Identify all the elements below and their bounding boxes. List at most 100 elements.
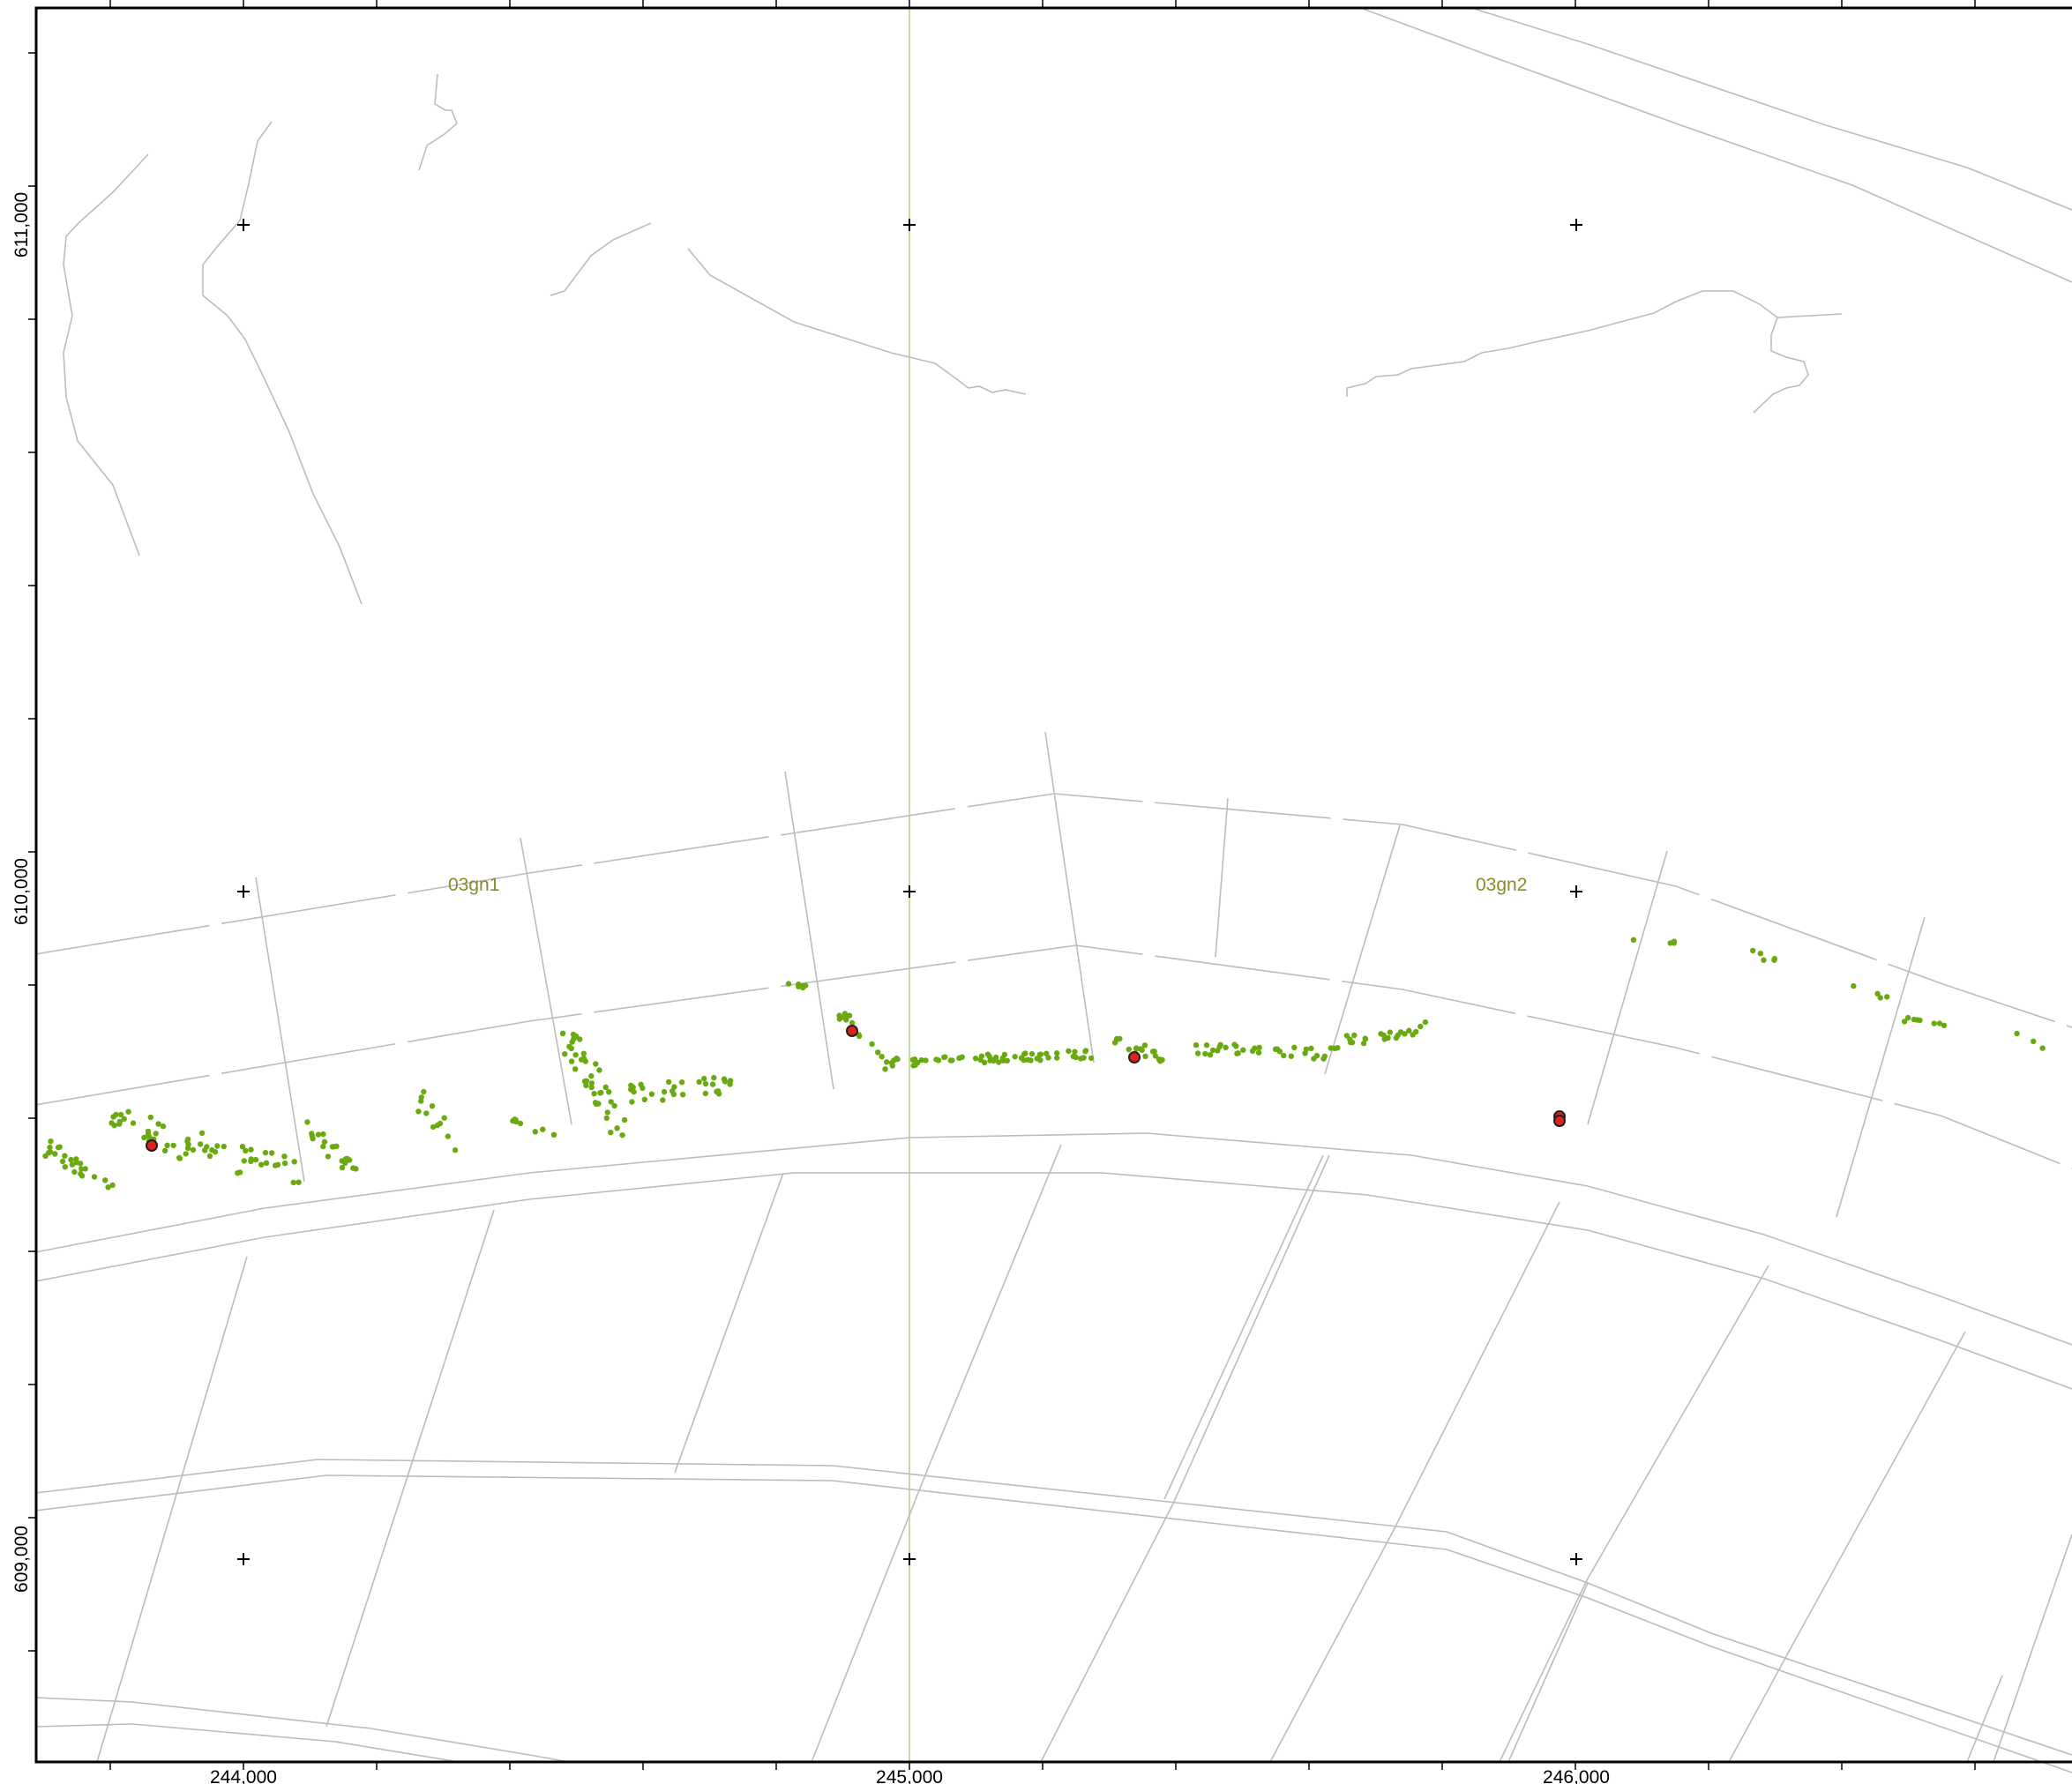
survey-point bbox=[1877, 995, 1883, 1001]
highlight-point[interactable] bbox=[1128, 1051, 1141, 1064]
survey-point bbox=[252, 1156, 259, 1163]
survey-point bbox=[1904, 1014, 1911, 1021]
survey-point bbox=[48, 1138, 54, 1145]
survey-point bbox=[1088, 1055, 1095, 1062]
survey-point bbox=[145, 1128, 152, 1135]
survey-point bbox=[1313, 1052, 1320, 1059]
survey-point bbox=[342, 1160, 348, 1167]
survey-point bbox=[923, 1057, 929, 1064]
survey-point bbox=[593, 1101, 599, 1108]
survey-point bbox=[562, 1051, 568, 1057]
grid-cross bbox=[903, 1553, 916, 1565]
survey-point bbox=[221, 1143, 227, 1150]
survey-point bbox=[577, 1036, 583, 1042]
survey-point bbox=[588, 1084, 595, 1091]
survey-point bbox=[239, 1144, 246, 1150]
survey-point bbox=[884, 1059, 890, 1065]
survey-point bbox=[512, 1116, 519, 1123]
survey-point bbox=[715, 1088, 722, 1094]
survey-point bbox=[604, 1109, 610, 1116]
survey-point bbox=[1387, 1029, 1394, 1035]
survey-point bbox=[59, 1158, 66, 1165]
survey-point bbox=[894, 1056, 901, 1063]
survey-point bbox=[1137, 1046, 1144, 1052]
survey-point bbox=[1667, 940, 1673, 946]
survey-point bbox=[882, 1066, 888, 1072]
survey-point bbox=[796, 981, 802, 988]
survey-point bbox=[1235, 1050, 1241, 1056]
survey-point bbox=[702, 1090, 708, 1097]
survey-point bbox=[248, 1156, 254, 1162]
y-axis-label-610000: 610,000 bbox=[11, 858, 32, 925]
survey-point bbox=[1308, 1045, 1314, 1052]
survey-point bbox=[62, 1153, 68, 1159]
survey-point bbox=[572, 1066, 579, 1072]
survey-point bbox=[1152, 1053, 1159, 1059]
survey-point bbox=[434, 1122, 440, 1129]
survey-point bbox=[1911, 1016, 1918, 1023]
survey-point bbox=[68, 1156, 74, 1163]
survey-point bbox=[116, 1121, 123, 1127]
survey-point bbox=[160, 1123, 167, 1130]
survey-point bbox=[198, 1130, 206, 1137]
survey-point bbox=[572, 1052, 579, 1058]
survey-point bbox=[1761, 957, 1767, 963]
survey-point bbox=[648, 1091, 655, 1097]
survey-point bbox=[875, 1049, 881, 1056]
survey-point bbox=[593, 1061, 599, 1067]
highlight-point[interactable] bbox=[846, 1025, 858, 1037]
survey-point bbox=[161, 1147, 168, 1154]
survey-point bbox=[147, 1114, 153, 1121]
grid-cross bbox=[903, 885, 916, 898]
survey-point bbox=[304, 1119, 310, 1125]
survey-point bbox=[2039, 1045, 2046, 1051]
highlight-point[interactable] bbox=[146, 1139, 158, 1152]
survey-point bbox=[170, 1142, 176, 1149]
highlight-points-layer bbox=[146, 1025, 1566, 1152]
survey-point bbox=[164, 1142, 170, 1149]
survey-point bbox=[1757, 951, 1764, 957]
survey-point bbox=[125, 1108, 131, 1115]
survey-point bbox=[1209, 1047, 1216, 1054]
survey-point bbox=[1771, 955, 1778, 962]
survey-point bbox=[415, 1108, 422, 1115]
survey-point bbox=[184, 1145, 191, 1152]
survey-point bbox=[1288, 1053, 1295, 1059]
survey-point bbox=[241, 1158, 247, 1164]
survey-point bbox=[1037, 1051, 1044, 1057]
survey-point bbox=[190, 1146, 197, 1153]
survey-point bbox=[568, 1058, 575, 1064]
survey-point bbox=[1081, 1055, 1087, 1061]
survey-point bbox=[1022, 1050, 1029, 1056]
survey-point bbox=[1012, 1054, 1018, 1060]
survey-point bbox=[711, 1074, 717, 1081]
survey-point bbox=[608, 1130, 614, 1136]
survey-point bbox=[628, 1086, 634, 1093]
survey-point bbox=[849, 1019, 856, 1026]
survey-point bbox=[606, 1089, 612, 1095]
survey-point bbox=[315, 1131, 322, 1138]
survey-point bbox=[1142, 1053, 1148, 1060]
survey-point bbox=[248, 1146, 254, 1153]
survey-point bbox=[696, 1079, 702, 1086]
survey-point bbox=[1028, 1057, 1034, 1064]
survey-point bbox=[588, 1073, 595, 1079]
survey-point bbox=[1281, 1052, 1287, 1059]
survey-point bbox=[621, 1116, 628, 1123]
survey-point bbox=[2031, 1038, 2037, 1045]
grid-cross bbox=[1570, 1553, 1582, 1565]
survey-point bbox=[1931, 1020, 1937, 1026]
parcel-boundaries bbox=[34, 793, 2072, 1169]
survey-point bbox=[1410, 1032, 1416, 1038]
survey-point bbox=[1302, 1050, 1308, 1056]
survey-point bbox=[608, 1099, 614, 1105]
highlight-point[interactable] bbox=[1553, 1115, 1566, 1127]
grid-cross bbox=[237, 219, 250, 231]
survey-point bbox=[550, 1131, 557, 1138]
survey-point bbox=[202, 1147, 208, 1153]
survey-point bbox=[1360, 1040, 1367, 1047]
survey-point bbox=[727, 1078, 734, 1084]
survey-point bbox=[153, 1131, 159, 1137]
survey-point bbox=[91, 1174, 98, 1180]
